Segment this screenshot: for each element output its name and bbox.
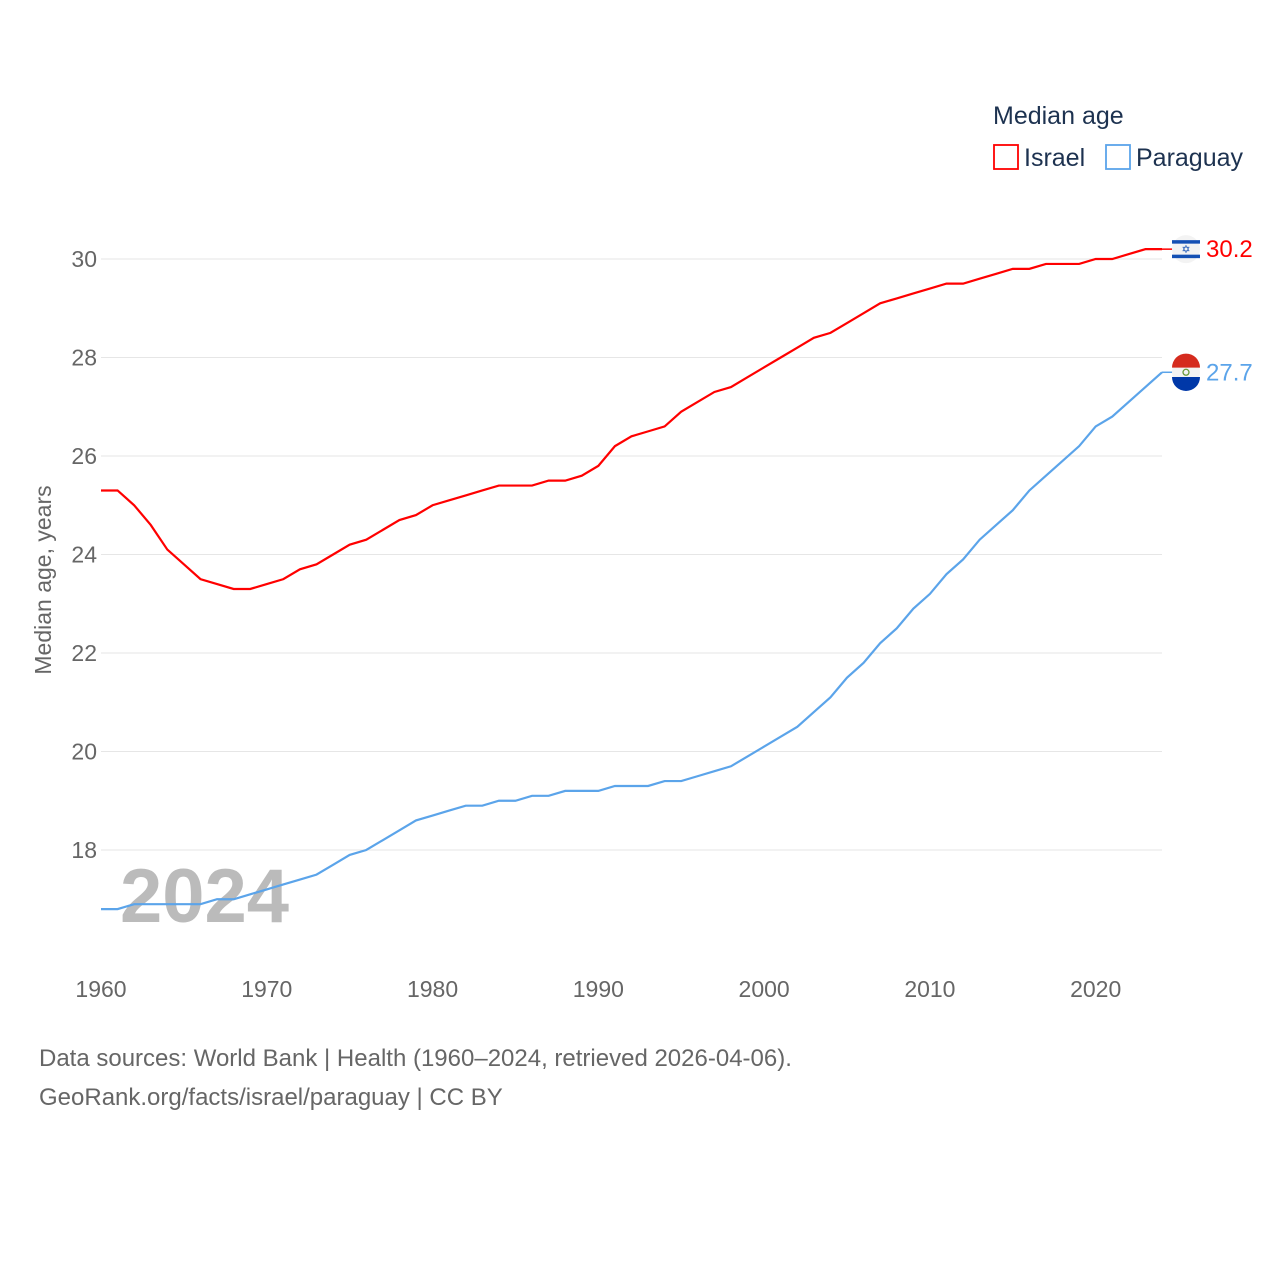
y-tick-label: 28 xyxy=(71,345,97,371)
legend-swatch xyxy=(993,144,1019,170)
y-tick-label: 24 xyxy=(71,542,97,568)
end-value-label: 27.7 xyxy=(1206,359,1253,386)
legend-label: Israel xyxy=(1024,144,1085,172)
series-line-paraguay[interactable] xyxy=(101,371,1163,911)
data-source-text: Data sources: World Bank | Health (1960–… xyxy=(39,1045,792,1072)
x-tick-label: 1970 xyxy=(241,976,292,1002)
series-line-israel[interactable] xyxy=(101,248,1162,591)
legend-label: Paraguay xyxy=(1136,144,1244,172)
x-tick-label: 2020 xyxy=(1070,976,1121,1002)
year-watermark: 2024 xyxy=(120,854,289,939)
legend-item-paraguay[interactable]: Paraguay xyxy=(1105,144,1244,172)
attribution-link[interactable]: GeoRank.org/facts/israel/paraguay | CC B… xyxy=(39,1084,503,1111)
y-tick-label: 22 xyxy=(71,640,97,666)
legend-title: Median age xyxy=(993,102,1124,130)
y-tick-label: 26 xyxy=(71,443,97,469)
y-tick-label: 30 xyxy=(71,246,97,272)
x-tick-label: 1980 xyxy=(407,976,458,1002)
israel-flag-icon: ✡ xyxy=(1172,235,1200,264)
legend-swatch xyxy=(1105,144,1131,170)
y-axis-label: Median age, years xyxy=(30,485,56,674)
svg-text:✡: ✡ xyxy=(1181,244,1190,256)
x-tick-label: 1960 xyxy=(75,976,126,1002)
y-tick-label: 18 xyxy=(71,837,97,863)
x-tick-label: 2010 xyxy=(904,976,955,1002)
x-tick-label: 2000 xyxy=(739,976,790,1002)
x-tick-label: 1990 xyxy=(573,976,624,1002)
legend-item-israel[interactable]: Israel xyxy=(993,144,1085,172)
y-tick-label: 20 xyxy=(71,739,97,765)
end-value-label: 30.2 xyxy=(1206,236,1253,263)
paraguay-flag-icon xyxy=(1172,353,1200,391)
